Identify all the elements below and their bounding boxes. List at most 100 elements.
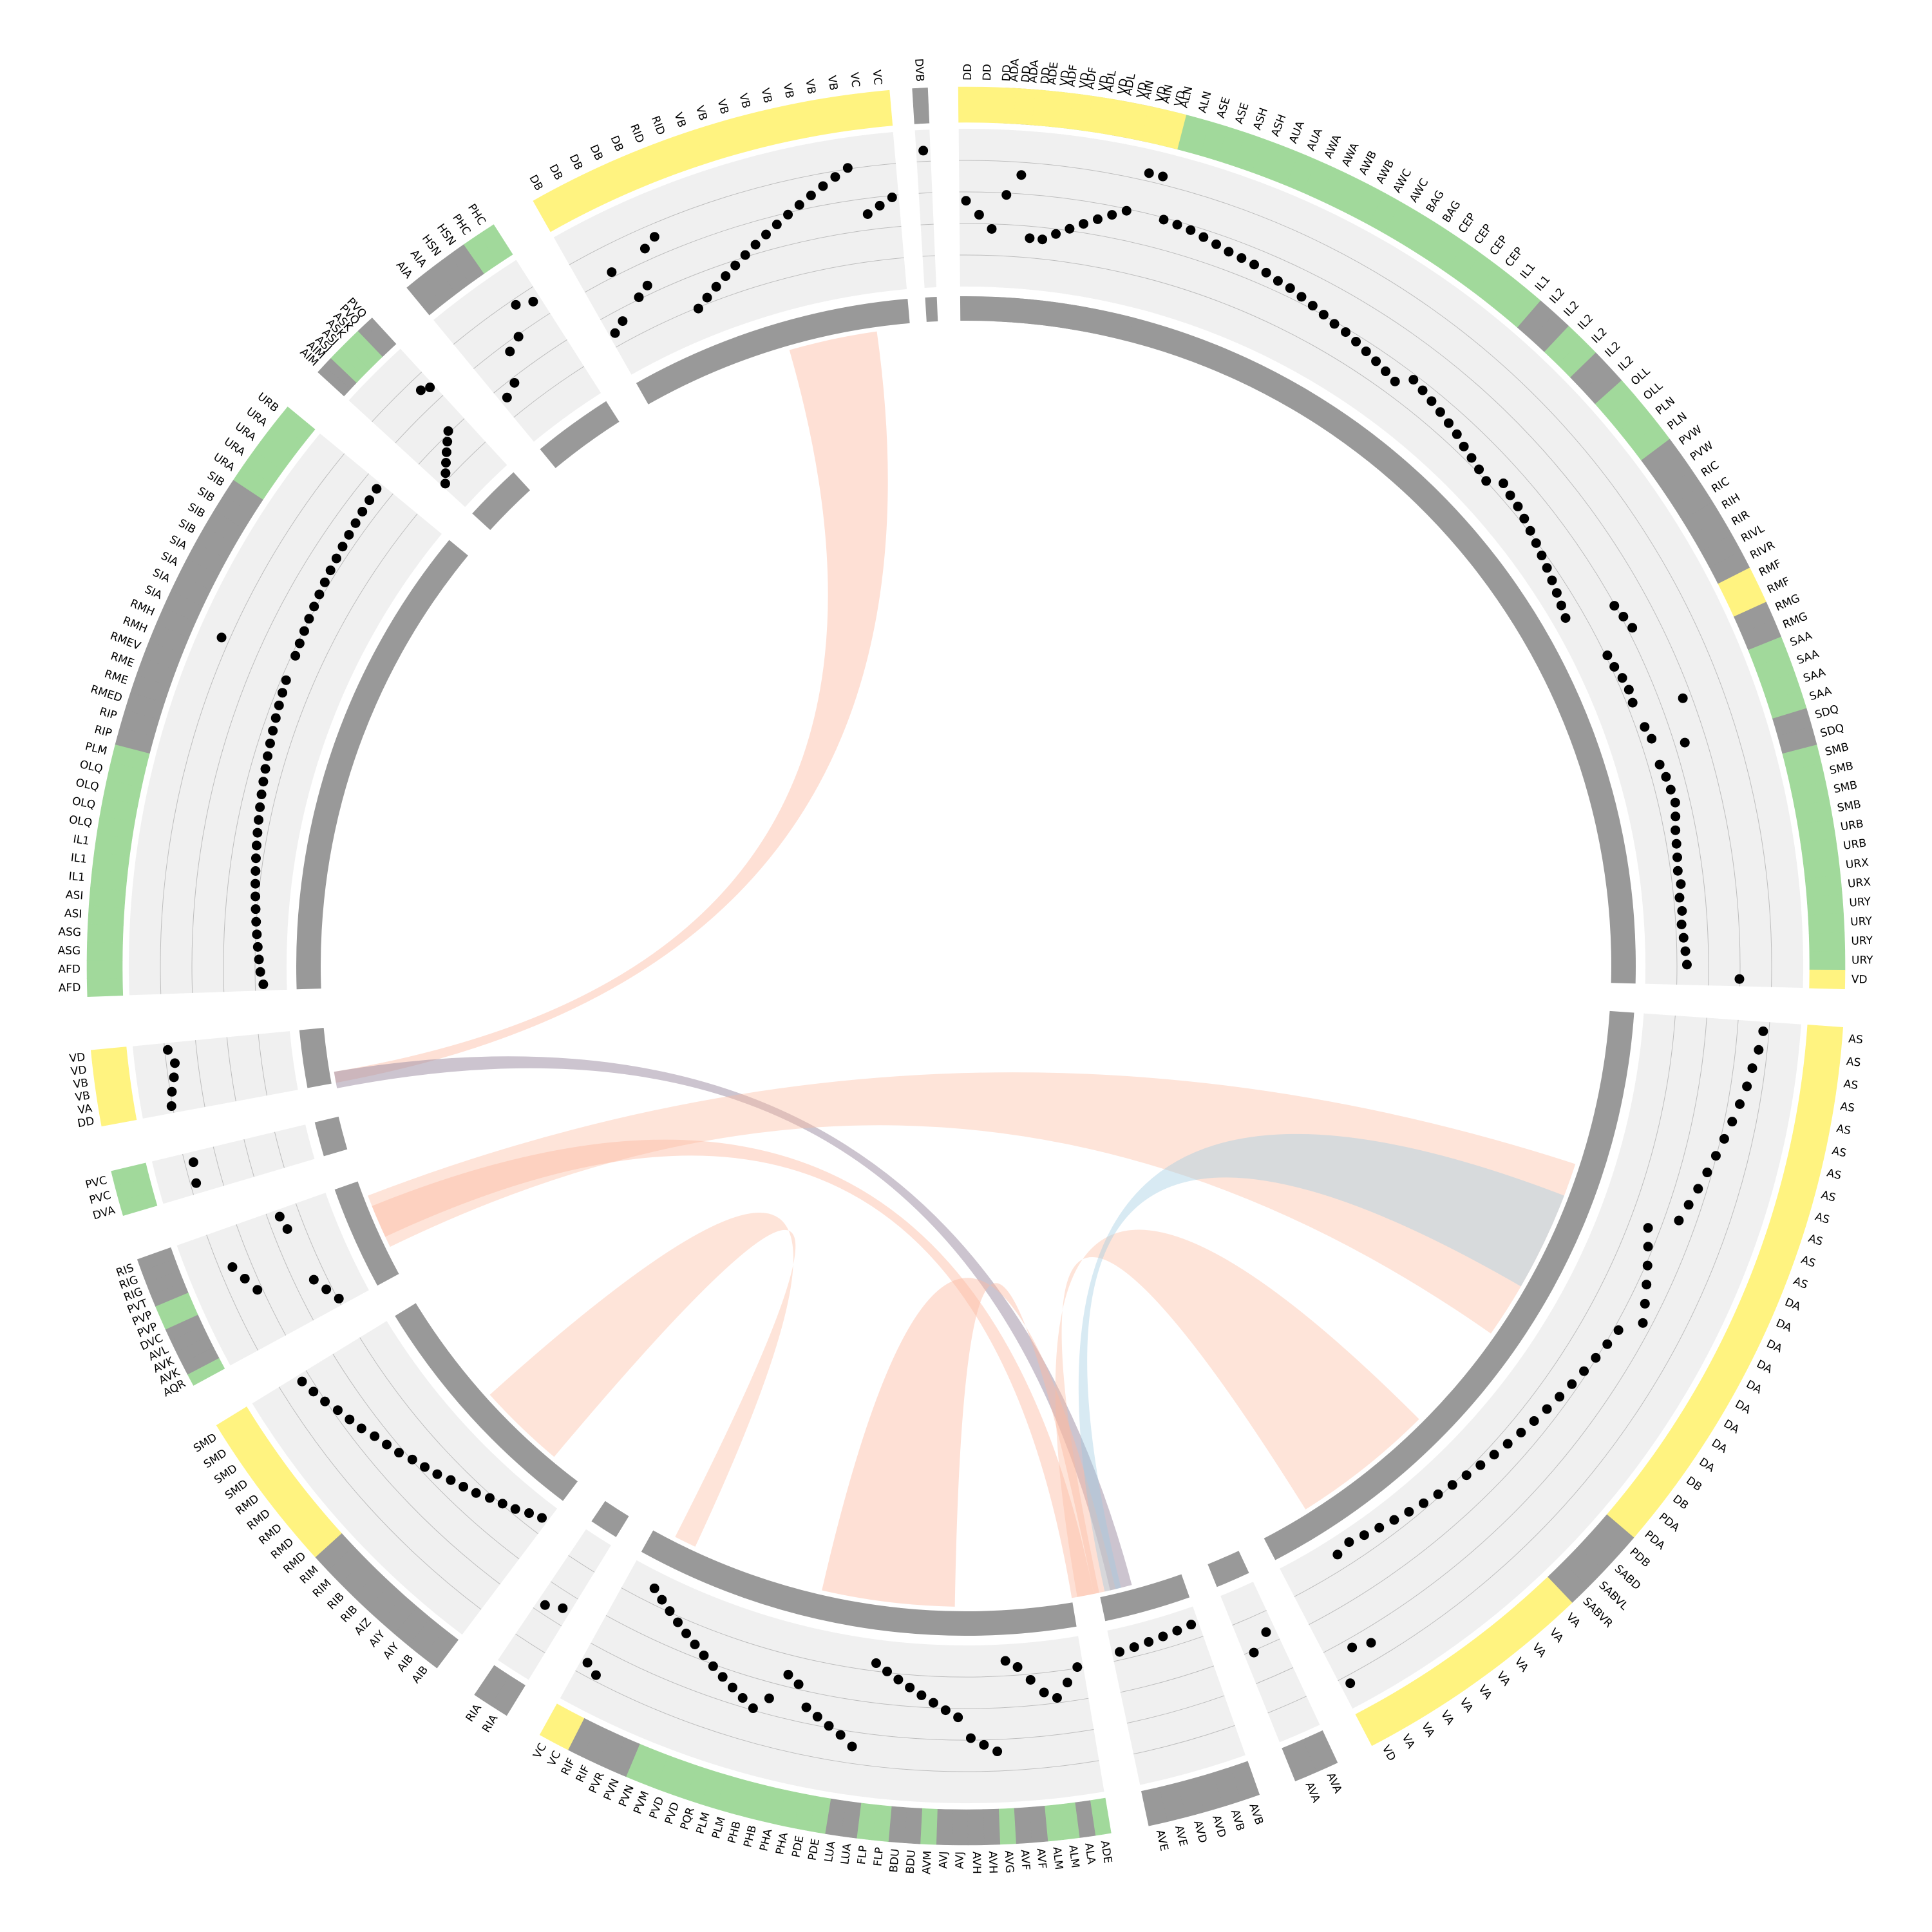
category-cell [998,1808,1016,1845]
scatter-dot [1516,1428,1526,1438]
scatter-dot [1419,1498,1429,1508]
inner-ring-arc [395,1303,578,1501]
neuron-label: ADF [1084,66,1100,90]
neuron-label: VA [1419,1720,1437,1739]
scatter-dot [263,751,273,761]
neuron-label: VA [77,1102,93,1117]
scatter-dot [314,589,325,600]
scatter-dot [334,1293,344,1303]
scatter-dot [699,1650,709,1660]
scatter-dot [1158,171,1168,182]
scatter-dot [1617,673,1627,683]
inner-ring-arc [299,1028,332,1088]
neuron-label: SDQ [1819,721,1845,740]
track-background [151,1124,315,1204]
scatter-dot [1345,1678,1356,1689]
neuron-label: BDU [887,1848,902,1873]
scatter-dot [1389,1515,1399,1525]
neuron-label: IL2 [1616,354,1636,374]
neuron-label: AUA [1287,119,1307,146]
category-cell [867,90,893,128]
scatter-dot [344,529,354,540]
track-gridline [1232,1610,1267,1626]
scatter-dot [1672,866,1683,876]
category-cell [86,960,123,979]
links-layer [334,331,1576,1607]
neuron-label: IL2 [1562,299,1582,319]
scatter-dot [1475,1460,1486,1470]
neuron-label: AUA [1305,126,1325,153]
neuron-label: ADA [1027,59,1041,84]
scatter-dot [308,1274,319,1285]
neuron-label: AIA [393,259,415,281]
track-background [1280,1013,1801,1709]
track-background [132,1031,298,1119]
neuron-label: VD [1115,77,1131,95]
neuron-label: URY [1850,915,1873,929]
category-cell [86,978,124,997]
neuron-label: AVH [986,1851,999,1874]
neuron-label: RIB [325,1590,347,1612]
neuron-label: PLM [84,740,108,758]
scatter-dot [372,484,382,494]
scatter-dot [278,688,288,698]
category-cell [478,224,513,265]
category-cell [976,86,997,124]
category-cell [952,1809,969,1846]
neuron-label: AVH [970,1852,983,1874]
scatter-dot [1602,1339,1613,1349]
scatter-dot [216,632,227,643]
scatter-dot [783,1669,793,1680]
neuron-label: DA [1744,1378,1764,1396]
scatter-dot [953,1712,963,1723]
scatter-dot [1702,1168,1712,1178]
neuron-label: AS [1839,1100,1855,1115]
scatter-dot [1037,234,1048,245]
scatter-dot [255,802,265,812]
scatter-dot [1505,490,1515,500]
neuron-label: DB [1683,1474,1704,1494]
neuron-label: AVE [1153,1829,1171,1852]
scatter-dot [1144,168,1154,178]
neuron-label: RMF [1757,557,1783,579]
scatter-dot [1676,919,1687,929]
neuron-label: DA [1774,1316,1794,1334]
neuron-label: AS [1831,1144,1848,1160]
scatter-dot [794,200,804,210]
neuron-label: RIC [1699,459,1721,480]
neuron-label: AIB [410,1663,431,1686]
neuron-label: RID [627,122,647,145]
scatter-dot [1670,797,1680,808]
scatter-dot [1039,1687,1049,1698]
neuron-label: ALM [1050,1846,1065,1871]
scatter-dot [1351,336,1361,346]
neuron-label: VD [1096,74,1112,92]
track-gridline [453,286,534,345]
neuron-label: URB [1839,817,1864,833]
scatter-dot [260,764,270,774]
category-cell [111,1162,150,1187]
neuron-label: AIA [408,247,429,270]
neuron-label: ALA [1082,1842,1097,1865]
scatter-dot [987,223,997,234]
scatter-dot [1643,1223,1653,1233]
scatter-dot [1647,734,1657,744]
scatter-dot [764,1693,774,1703]
neuron-label: DVA [91,1204,117,1222]
scatter-dot [251,891,261,902]
neuron-label: ADF [1065,64,1081,88]
scatter-dot [1051,229,1061,239]
scatter-dot [1677,905,1687,916]
scatter-dot [1249,1647,1259,1658]
segments-layer: ADA ADA ADE ADF ADF ADL ADL AIN AIN ALN ALN ASE ASEA… [57,58,1873,1875]
neuron-label: SIA [142,583,164,602]
neuron-label: URY [1849,895,1871,909]
track-gridline [164,1043,175,1113]
scatter-dot [407,1454,417,1464]
neuron-label: DA [1697,1455,1718,1475]
scatter-dot [1672,852,1682,862]
inner-ring-arc [960,296,1134,341]
scatter-dot [1556,600,1566,611]
scatter-dot [258,979,269,989]
